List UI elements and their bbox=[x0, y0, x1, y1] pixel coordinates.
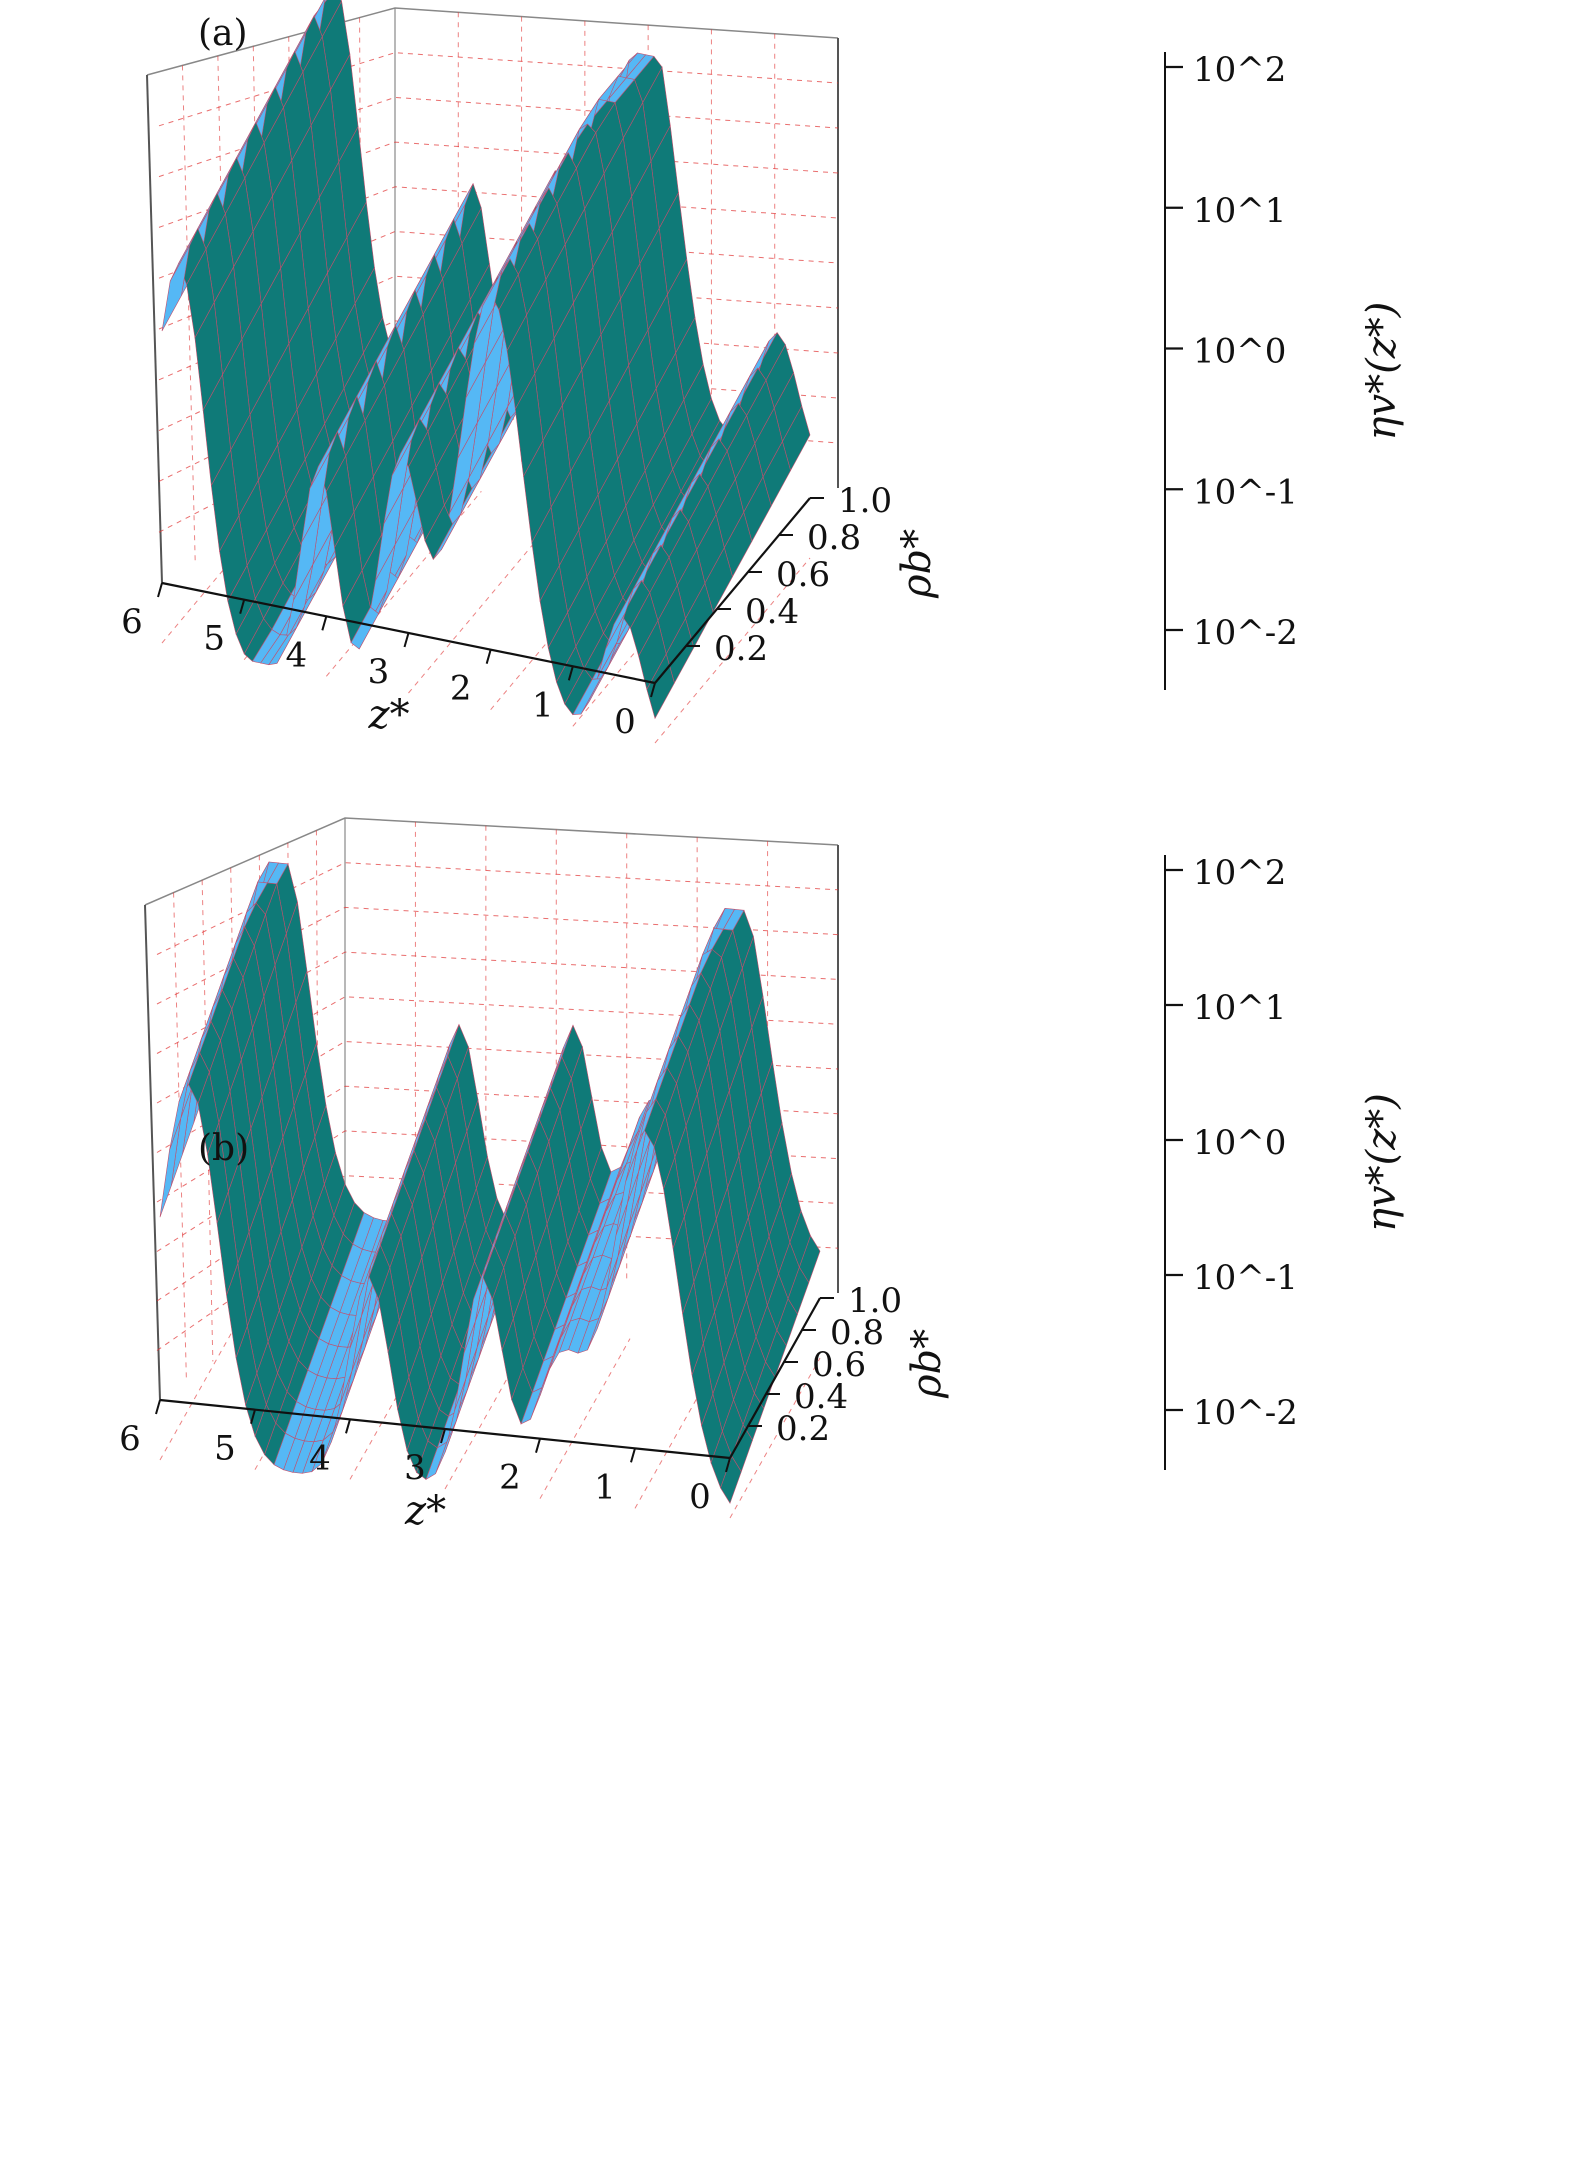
z-axis: 10^-2 10^-1 10^0 10^1 10^2 ηv*(z*) bbox=[1164, 853, 1405, 1470]
y-axis-line bbox=[729, 1297, 821, 1459]
z-tick-label: 10^0 bbox=[1193, 1123, 1286, 1163]
x-tick-label: 4 bbox=[286, 635, 308, 675]
x-tick bbox=[535, 1438, 541, 1453]
x-tick-label: 1 bbox=[532, 685, 554, 725]
surface bbox=[159, 861, 821, 1504]
panel-label: (a) bbox=[198, 13, 248, 54]
x-tick-label: 5 bbox=[214, 1429, 236, 1469]
y-tick-label: 0.2 bbox=[714, 629, 768, 669]
y-tick-label: 1.0 bbox=[838, 481, 892, 521]
z-tick-label: 10^-1 bbox=[1193, 1258, 1298, 1298]
x-tick bbox=[239, 599, 246, 614]
x-tick-label: 3 bbox=[404, 1448, 426, 1488]
z-tick-label: 10^-1 bbox=[1193, 472, 1298, 512]
panel-label: (b) bbox=[198, 1128, 249, 1169]
x-tick bbox=[250, 1409, 256, 1424]
y-axis: 0.20.40.60.81.0ρb* bbox=[654, 481, 940, 684]
wall-grid-line bbox=[217, 55, 230, 547]
x-tick-label: 6 bbox=[121, 602, 143, 642]
x-tick bbox=[650, 682, 656, 698]
x-axis-title: z* bbox=[404, 1488, 446, 1534]
wall-grid-line bbox=[158, 52, 839, 127]
surface bbox=[161, 0, 811, 720]
x-tick-label: 2 bbox=[499, 1458, 521, 1498]
y-axis-title: ρb* bbox=[904, 1329, 950, 1399]
x-axis: 6 5 4 3 2 1 0 z* bbox=[121, 581, 656, 742]
y-axis-line bbox=[654, 497, 811, 684]
x-tick-label: 6 bbox=[119, 1419, 141, 1459]
z-axis-title: ηv*(z*) bbox=[1359, 302, 1405, 441]
x-tick bbox=[157, 582, 163, 598]
x-tick bbox=[155, 1399, 161, 1415]
x-tick bbox=[630, 1448, 636, 1463]
x-tick-label: 2 bbox=[450, 669, 472, 709]
y-axis-title: ρb* bbox=[894, 529, 940, 599]
floor-grid-line bbox=[539, 1338, 631, 1499]
x-tick-label: 0 bbox=[614, 702, 636, 742]
wall-left-edge bbox=[144, 904, 161, 1401]
chart-panel-b: 6 5 4 3 2 1 0z*0.20.40.60.81.0ρb*10^-210^-110^… bbox=[119, 817, 1405, 1534]
x-tick bbox=[725, 1457, 731, 1473]
y-tick-label: 0.6 bbox=[776, 555, 830, 595]
z-axis-title: ηv*(z*) bbox=[1359, 1093, 1405, 1232]
y-tick-label: 0.4 bbox=[794, 1377, 848, 1417]
z-tick-label: 10^-2 bbox=[1193, 1393, 1298, 1433]
x-tick-label: 5 bbox=[203, 619, 225, 659]
x-axis: 6 5 4 3 2 1 0 z* bbox=[119, 1398, 731, 1534]
y-tick-label: 0.2 bbox=[776, 1409, 830, 1449]
wall-grid-line bbox=[181, 65, 196, 565]
wall-left-edge bbox=[146, 74, 163, 584]
z-tick-label: 10^0 bbox=[1193, 332, 1286, 372]
x-tick-label: 4 bbox=[309, 1438, 331, 1478]
y-tick-label: 0.8 bbox=[830, 1313, 884, 1353]
surface-cell bbox=[159, 1118, 181, 1218]
y-axis: 0.20.40.60.81.0ρb* bbox=[729, 1281, 950, 1459]
x-tick-label: 0 bbox=[689, 1477, 711, 1517]
x-tick bbox=[345, 1419, 351, 1434]
y-tick-label: 0.8 bbox=[807, 518, 861, 558]
x-tick-label: 3 bbox=[368, 652, 390, 692]
y-tick-label: 0.4 bbox=[745, 592, 799, 632]
x-tick bbox=[321, 616, 328, 631]
z-tick-label: 10^-2 bbox=[1193, 613, 1298, 653]
wall-grid-line bbox=[158, 320, 839, 432]
z-tick-label: 10^1 bbox=[1193, 191, 1286, 231]
y-tick-label: 1.0 bbox=[848, 1281, 902, 1321]
wall-top-edge bbox=[146, 7, 839, 76]
wall-grid-line bbox=[158, 96, 839, 178]
chart-panel-a: 6 5 4 3 2 1 0z*0.20.40.60.81.0ρb*10^-210^-110^… bbox=[121, 0, 1405, 744]
x-tick bbox=[485, 649, 492, 664]
z-tick-label: 10^2 bbox=[1193, 853, 1286, 893]
x-tick-label: 1 bbox=[594, 1467, 616, 1507]
x-axis-title: z* bbox=[368, 692, 410, 738]
z-tick-label: 10^2 bbox=[1193, 50, 1286, 90]
y-tick-label: 0.6 bbox=[812, 1345, 866, 1385]
x-tick bbox=[440, 1428, 446, 1444]
floor-grid-line bbox=[729, 1357, 821, 1519]
x-tick bbox=[403, 632, 410, 648]
wall-grid-line bbox=[156, 906, 839, 1005]
z-axis: 10^-2 10^-1 10^0 10^1 10^2 ηv*(z*) bbox=[1164, 50, 1405, 690]
x-tick bbox=[567, 666, 574, 681]
floor-grid-line bbox=[654, 557, 811, 744]
surface-cell bbox=[161, 245, 190, 332]
wall-grid-line bbox=[158, 230, 839, 330]
wall-top-edge bbox=[144, 817, 839, 906]
z-tick-label: 10^1 bbox=[1193, 988, 1286, 1028]
